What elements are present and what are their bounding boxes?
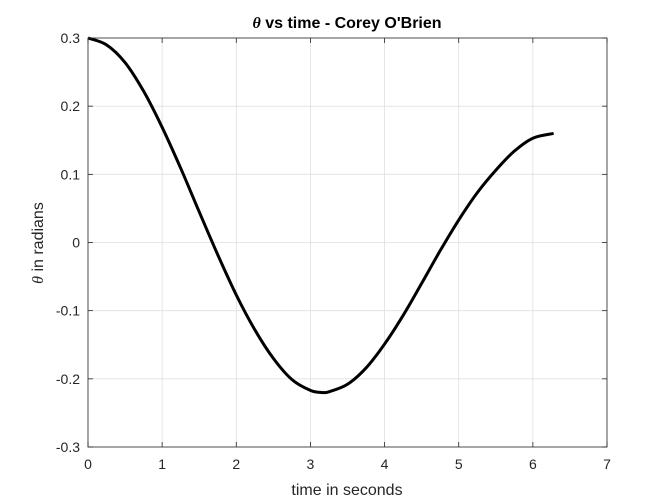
y-tick-label: -0.1 [56, 303, 80, 319]
y-tick-label: -0.2 [56, 371, 80, 387]
series-line [87, 36, 554, 395]
x-axis-label: time in seconds [291, 482, 402, 499]
chart-title: θ vs time - Corey O'Brien [252, 15, 441, 32]
y-axis-label-symbol: θ [30, 276, 47, 284]
chart-title-symbol: θ [252, 15, 261, 32]
x-tick-labels: 0 1 2 3 4 5 6 7 [84, 456, 611, 472]
tick-marks [87, 37, 608, 448]
y-tick-label: -0.3 [56, 439, 80, 455]
x-tick-label: 5 [455, 456, 463, 472]
x-tick-label: 4 [381, 456, 389, 472]
series-layer [87, 36, 554, 395]
x-tick-label: 3 [307, 456, 315, 472]
plot-area [87, 36, 608, 448]
y-tick-label: 0.3 [61, 30, 81, 46]
x-tick-label: 7 [603, 456, 611, 472]
y-tick-label: 0.1 [61, 166, 81, 182]
x-tick-label: 1 [158, 456, 166, 472]
x-tick-label: 6 [529, 456, 537, 472]
y-axis-label-text: in radians [30, 202, 47, 276]
y-axis-label: θ in radians [30, 202, 47, 284]
x-tick-label: 2 [232, 456, 240, 472]
y-tick-labels: -0.3 -0.2 -0.1 0 0.1 0.2 0.3 [56, 30, 80, 455]
chart-title-text: vs time - Corey O'Brien [261, 15, 442, 32]
x-tick-label: 0 [84, 456, 92, 472]
y-tick-label: 0 [72, 235, 80, 251]
y-tick-label: 0.2 [61, 98, 81, 114]
